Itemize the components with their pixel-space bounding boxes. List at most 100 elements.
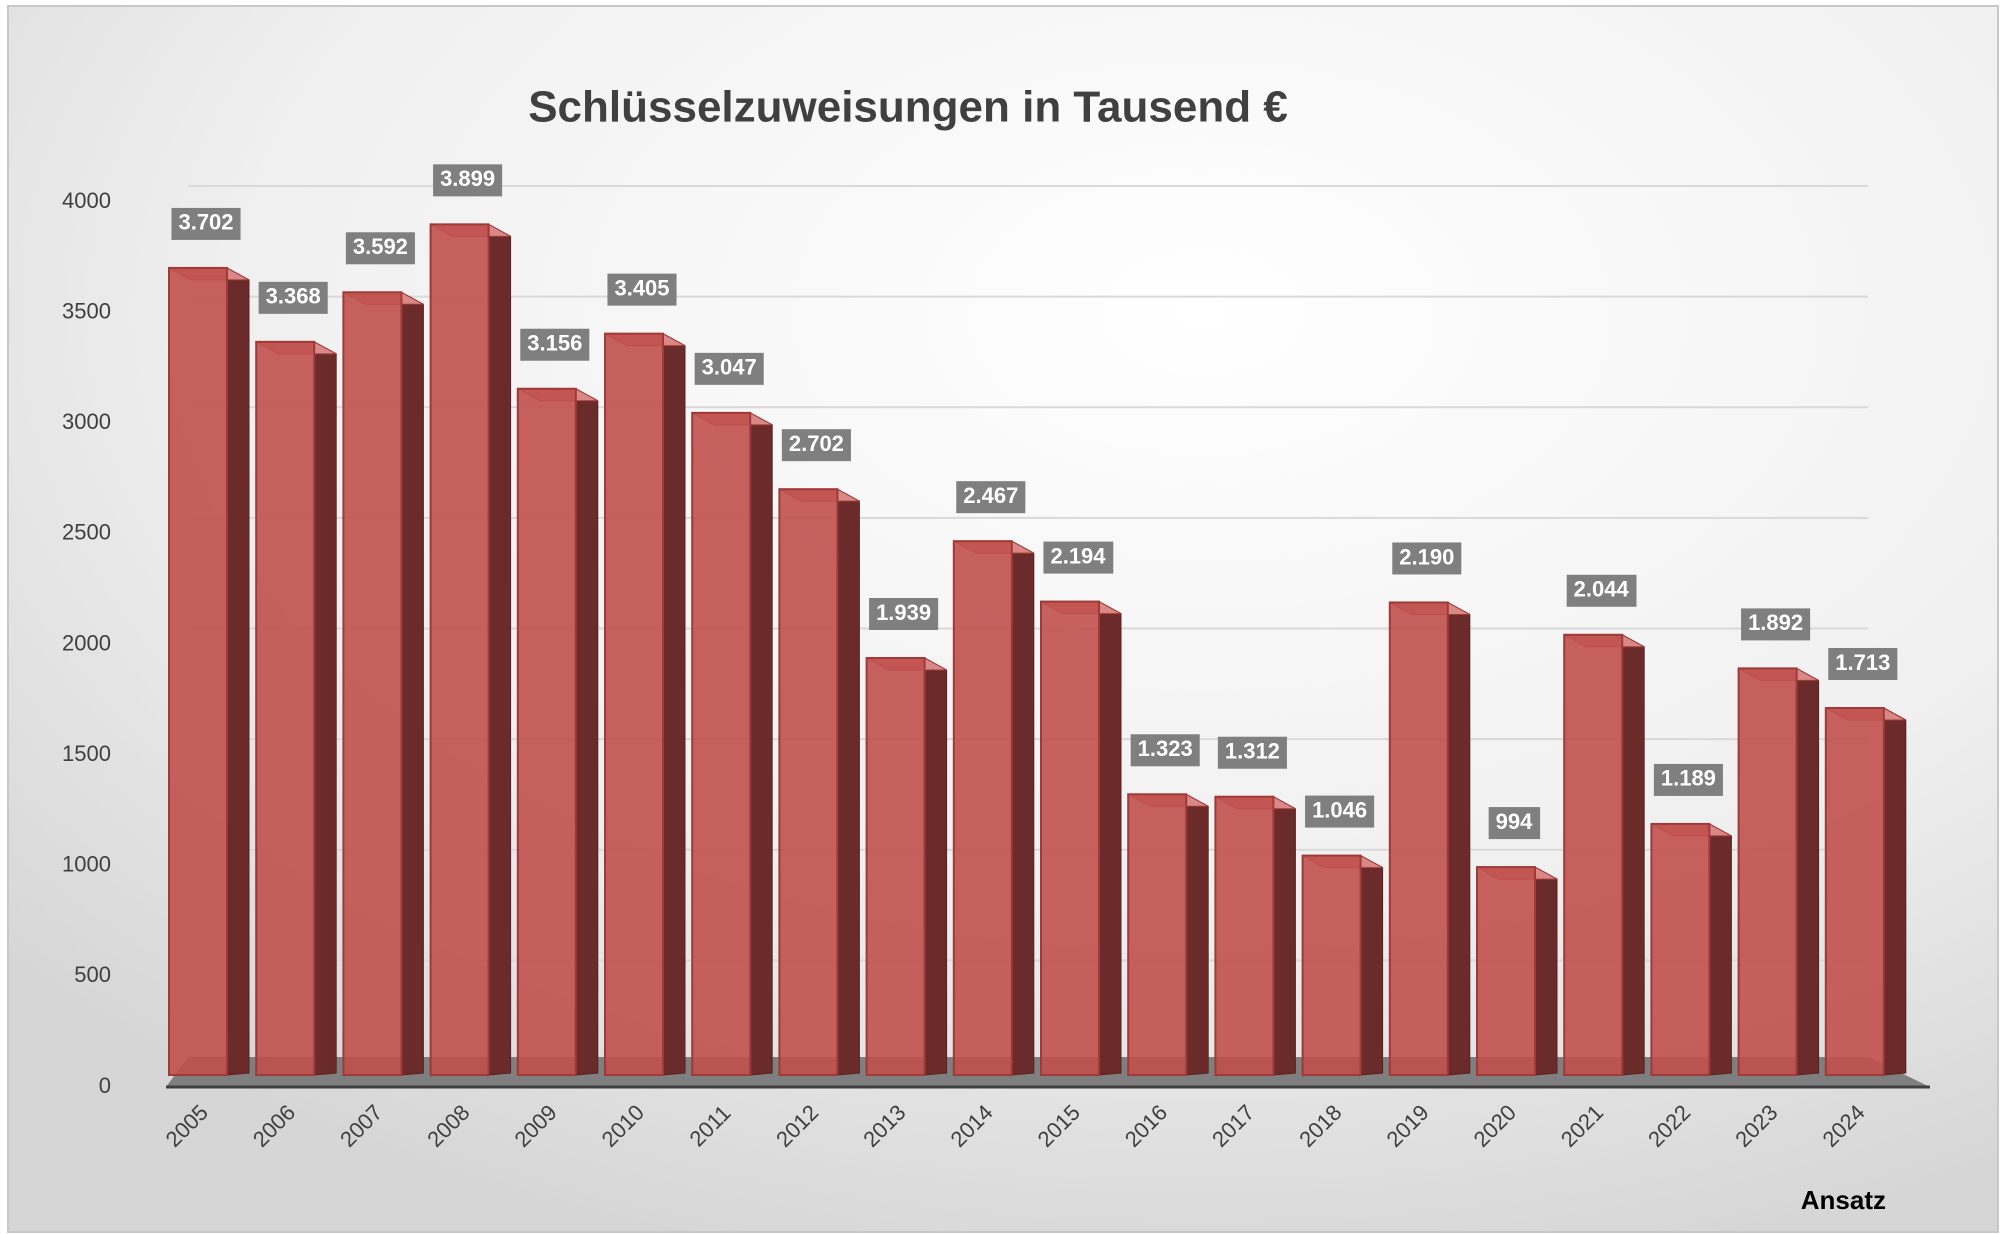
bar	[1388, 601, 1449, 1077]
y-tick-label: 2000	[62, 630, 111, 655]
y-tick-label: 4000	[62, 188, 111, 213]
bar-side	[836, 488, 860, 1076]
value-label-box	[1217, 736, 1287, 769]
bar-side	[1534, 866, 1558, 1076]
value-label-box	[1043, 541, 1114, 574]
bar	[691, 411, 752, 1076]
value-label-box	[520, 328, 590, 361]
bar	[865, 656, 926, 1077]
value-label: 1.713	[1828, 647, 1898, 680]
y-tick-label: 1500	[62, 741, 111, 766]
bar	[1214, 795, 1275, 1076]
value-label: 1.046	[1305, 795, 1375, 828]
annotation: Ansatz	[1801, 1185, 1886, 1215]
y-tick-label: 1000	[62, 852, 111, 877]
chart-title: Schlüsselzuweisungen in Tausend €	[528, 83, 1288, 132]
value-label: 3.368	[258, 281, 328, 314]
value-label-box	[171, 207, 241, 240]
value-label-text: 2.044	[1574, 577, 1630, 602]
bar	[778, 488, 839, 1076]
bar-side	[924, 657, 948, 1076]
value-label-text: 1.892	[1748, 610, 1803, 635]
bar-side	[575, 387, 599, 1076]
bar-side	[1621, 633, 1645, 1076]
value-label-text: 1.312	[1225, 739, 1280, 764]
value-label: 3.047	[694, 352, 764, 385]
y-tick-label: 500	[74, 962, 111, 987]
bar	[168, 266, 228, 1076]
bar-side	[488, 223, 512, 1076]
bar-side	[749, 412, 773, 1076]
bar-side	[1098, 600, 1122, 1076]
value-label: 3.405	[607, 273, 677, 306]
bar-side	[662, 332, 686, 1076]
bar	[1040, 600, 1100, 1076]
bar	[342, 291, 403, 1076]
value-label: 2.194	[1043, 541, 1114, 574]
value-label-box	[869, 597, 939, 630]
bar	[255, 340, 316, 1076]
value-label-box	[694, 352, 764, 385]
value-label: 1.323	[1130, 734, 1200, 767]
bar	[1563, 633, 1624, 1076]
value-label-text: 1.323	[1138, 736, 1193, 761]
value-label-text: 1.046	[1312, 797, 1367, 822]
bar	[1301, 854, 1362, 1077]
value-label-box	[1566, 574, 1637, 607]
bar-side	[1708, 823, 1732, 1076]
value-label-box	[781, 429, 851, 462]
value-label: 2.702	[781, 429, 851, 462]
value-label: 1.312	[1217, 736, 1287, 769]
y-tick-label: 2500	[62, 520, 111, 545]
value-label: 2.467	[956, 481, 1026, 514]
value-label-box	[1488, 807, 1541, 840]
bar	[516, 387, 577, 1076]
value-label-text: 2.467	[963, 483, 1018, 508]
bar-side	[400, 291, 424, 1076]
bar-side	[1185, 793, 1209, 1076]
value-label: 1.892	[1741, 608, 1811, 641]
bar-side	[1360, 854, 1384, 1076]
value-label: 1.189	[1653, 763, 1723, 796]
value-label: 3.592	[345, 232, 415, 265]
value-label-box	[1741, 608, 1811, 641]
bar-side	[1447, 601, 1471, 1076]
value-label-text: 3.592	[353, 234, 408, 259]
value-label-box	[258, 281, 328, 314]
value-label-box	[1305, 795, 1375, 828]
value-label-text: 994	[1496, 809, 1533, 834]
value-label-text: 3.047	[702, 355, 757, 380]
value-label-text: 3.702	[178, 210, 233, 235]
value-label-box	[433, 164, 503, 197]
value-label-box	[607, 273, 677, 306]
value-label-box	[1392, 542, 1462, 575]
value-label-text: 3.156	[527, 331, 582, 356]
bar-side	[1796, 667, 1820, 1076]
value-label-text: 3.405	[614, 275, 669, 300]
y-tick-label: 3000	[62, 409, 111, 434]
bar	[1127, 793, 1188, 1076]
bar	[952, 540, 1013, 1076]
bar-side	[1272, 795, 1296, 1076]
value-label-box	[345, 232, 415, 265]
value-label-text: 2.702	[789, 431, 844, 456]
value-label: 3.156	[520, 328, 590, 361]
value-label-box	[956, 481, 1026, 514]
value-label-box	[1828, 647, 1898, 680]
value-label-box	[1653, 763, 1723, 796]
value-label: 3.702	[171, 207, 241, 240]
value-label: 3.899	[433, 164, 503, 197]
value-label-box	[1130, 734, 1200, 767]
bar-side	[313, 340, 337, 1076]
value-label-text: 2.194	[1050, 543, 1106, 568]
value-label: 994	[1488, 807, 1541, 840]
bar	[1476, 866, 1536, 1077]
value-label-text: 3.899	[440, 166, 495, 191]
bar	[1824, 706, 1885, 1077]
y-tick-label: 0	[99, 1073, 111, 1098]
value-label-text: 1.939	[876, 600, 931, 625]
bar-side	[1011, 540, 1035, 1076]
bar	[1737, 667, 1798, 1077]
value-label: 1.939	[869, 597, 939, 630]
